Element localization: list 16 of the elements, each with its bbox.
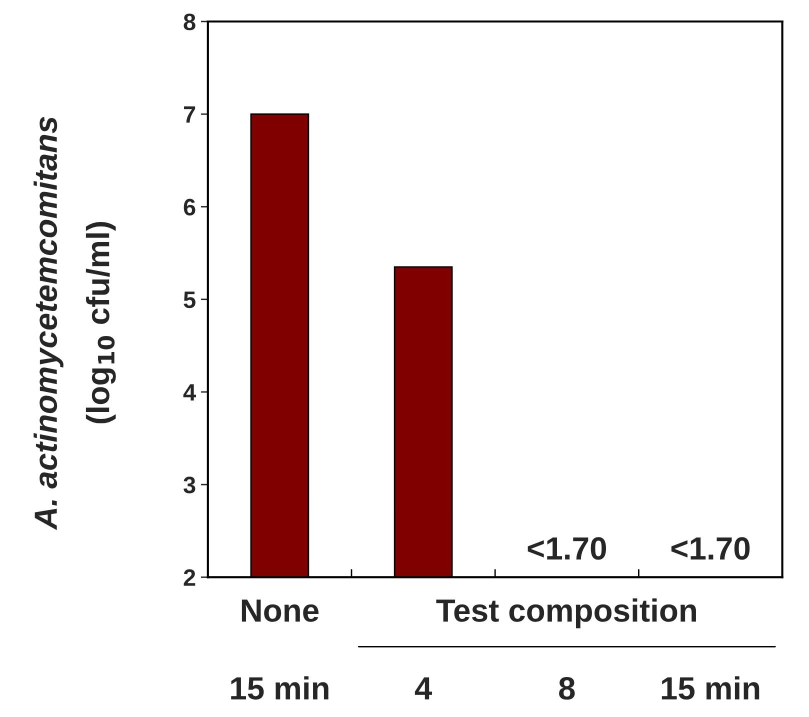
y-tick-label: 4 bbox=[183, 384, 196, 401]
text: <1.70 bbox=[528, 537, 606, 560]
y-tick-label: 8 bbox=[184, 14, 196, 30]
x-tick-label: 15 min bbox=[662, 676, 760, 700]
y-tick-label: 2 bbox=[184, 569, 196, 586]
y-tick-label: 3 bbox=[184, 476, 196, 494]
text: Test composition bbox=[436, 598, 696, 628]
text: <1.70 bbox=[671, 537, 750, 560]
x-tick-label: 4 bbox=[414, 677, 432, 700]
y-axis-title: A. actinomycetemcomitans (log$_{10}$ cfu/ml) bbox=[34, 116, 116, 530]
y-tick-label: 5 bbox=[184, 292, 196, 308]
x-tick-label: 15 min bbox=[231, 676, 328, 700]
y-tick-label: 6 bbox=[184, 198, 196, 216]
x-tick-label: 8 bbox=[559, 677, 575, 700]
y-tick-label: 7 bbox=[184, 106, 196, 123]
text: None bbox=[242, 600, 319, 622]
